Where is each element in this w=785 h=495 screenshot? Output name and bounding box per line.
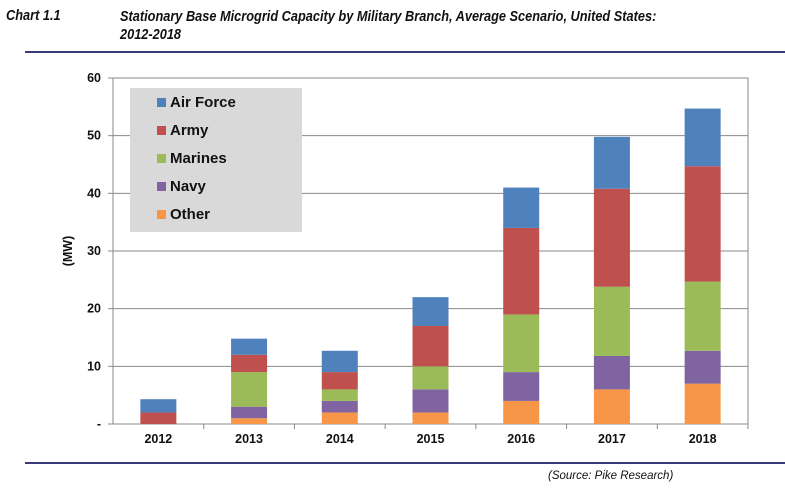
legend-swatch-navy bbox=[157, 182, 166, 191]
legend-swatch-marines bbox=[157, 154, 166, 163]
y-tick-label: 20 bbox=[87, 302, 101, 316]
x-tick-label: 2012 bbox=[144, 432, 172, 446]
y-tick-label: - bbox=[97, 417, 101, 431]
bar-other-2017 bbox=[593, 389, 630, 424]
bar-air-force-2012 bbox=[140, 399, 177, 413]
y-tick-label: 60 bbox=[87, 71, 101, 85]
bar-air-force-2013 bbox=[231, 338, 268, 355]
y-tick-label: 50 bbox=[87, 129, 101, 143]
bar-marines-2014 bbox=[321, 389, 358, 401]
x-tick-label: 2016 bbox=[507, 432, 535, 446]
bar-air-force-2016 bbox=[503, 187, 540, 228]
x-tick-label: 2018 bbox=[689, 432, 717, 446]
bar-navy-2015 bbox=[412, 389, 449, 413]
legend-label: Air Force bbox=[170, 94, 236, 111]
bar-army-2012 bbox=[140, 412, 177, 424]
top-rule bbox=[25, 51, 785, 53]
legend-label: Army bbox=[170, 122, 209, 139]
chart-title-line2: 2012-2018 bbox=[120, 27, 182, 43]
bar-air-force-2014 bbox=[321, 350, 358, 373]
bar-army-2013 bbox=[231, 354, 268, 373]
legend-label: Marines bbox=[170, 150, 227, 167]
bar-marines-2018 bbox=[684, 281, 721, 351]
bar-air-force-2017 bbox=[593, 136, 630, 189]
bar-other-2018 bbox=[684, 383, 721, 424]
y-tick-label: 30 bbox=[87, 244, 101, 258]
legend-label: Other bbox=[170, 206, 210, 223]
bar-army-2016 bbox=[503, 227, 540, 315]
bar-other-2015 bbox=[412, 412, 449, 424]
bar-other-2014 bbox=[321, 412, 358, 424]
bar-navy-2017 bbox=[593, 355, 630, 390]
bar-marines-2013 bbox=[231, 372, 268, 407]
bar-navy-2016 bbox=[503, 372, 540, 401]
bar-army-2014 bbox=[321, 372, 358, 390]
bar-navy-2013 bbox=[231, 406, 268, 419]
bar-air-force-2018 bbox=[684, 108, 721, 167]
chart-number: Chart 1.1 bbox=[6, 8, 61, 24]
y-axis-label: (MW) bbox=[61, 236, 75, 267]
bar-army-2018 bbox=[684, 166, 721, 282]
bar-marines-2016 bbox=[503, 314, 540, 373]
bar-other-2013 bbox=[231, 418, 268, 424]
chart-title: Stationary Base Microgrid Capacity by Mi… bbox=[120, 8, 780, 44]
source-note: (Source: Pike Research) bbox=[548, 470, 674, 482]
legend-swatch-other bbox=[157, 210, 166, 219]
y-tick-label: 10 bbox=[87, 359, 101, 373]
bar-army-2017 bbox=[593, 188, 630, 287]
legend-swatch-air-force bbox=[157, 98, 166, 107]
bottom-rule bbox=[25, 462, 785, 464]
y-tick-label: 40 bbox=[87, 186, 101, 200]
bar-marines-2015 bbox=[412, 366, 449, 390]
x-tick-label: 2015 bbox=[417, 432, 445, 446]
bar-navy-2014 bbox=[321, 400, 358, 413]
x-tick-label: 2017 bbox=[598, 432, 626, 446]
bar-marines-2017 bbox=[593, 286, 630, 356]
legend-label: Navy bbox=[170, 178, 207, 195]
chart-title-line1: Stationary Base Microgrid Capacity by Mi… bbox=[120, 9, 657, 25]
bar-air-force-2015 bbox=[412, 297, 449, 326]
x-tick-label: 2014 bbox=[326, 432, 354, 446]
bar-navy-2018 bbox=[684, 350, 721, 384]
bar-other-2016 bbox=[503, 400, 540, 424]
bar-army-2015 bbox=[412, 325, 449, 367]
x-tick-label: 2013 bbox=[235, 432, 263, 446]
legend-swatch-army bbox=[157, 126, 166, 135]
